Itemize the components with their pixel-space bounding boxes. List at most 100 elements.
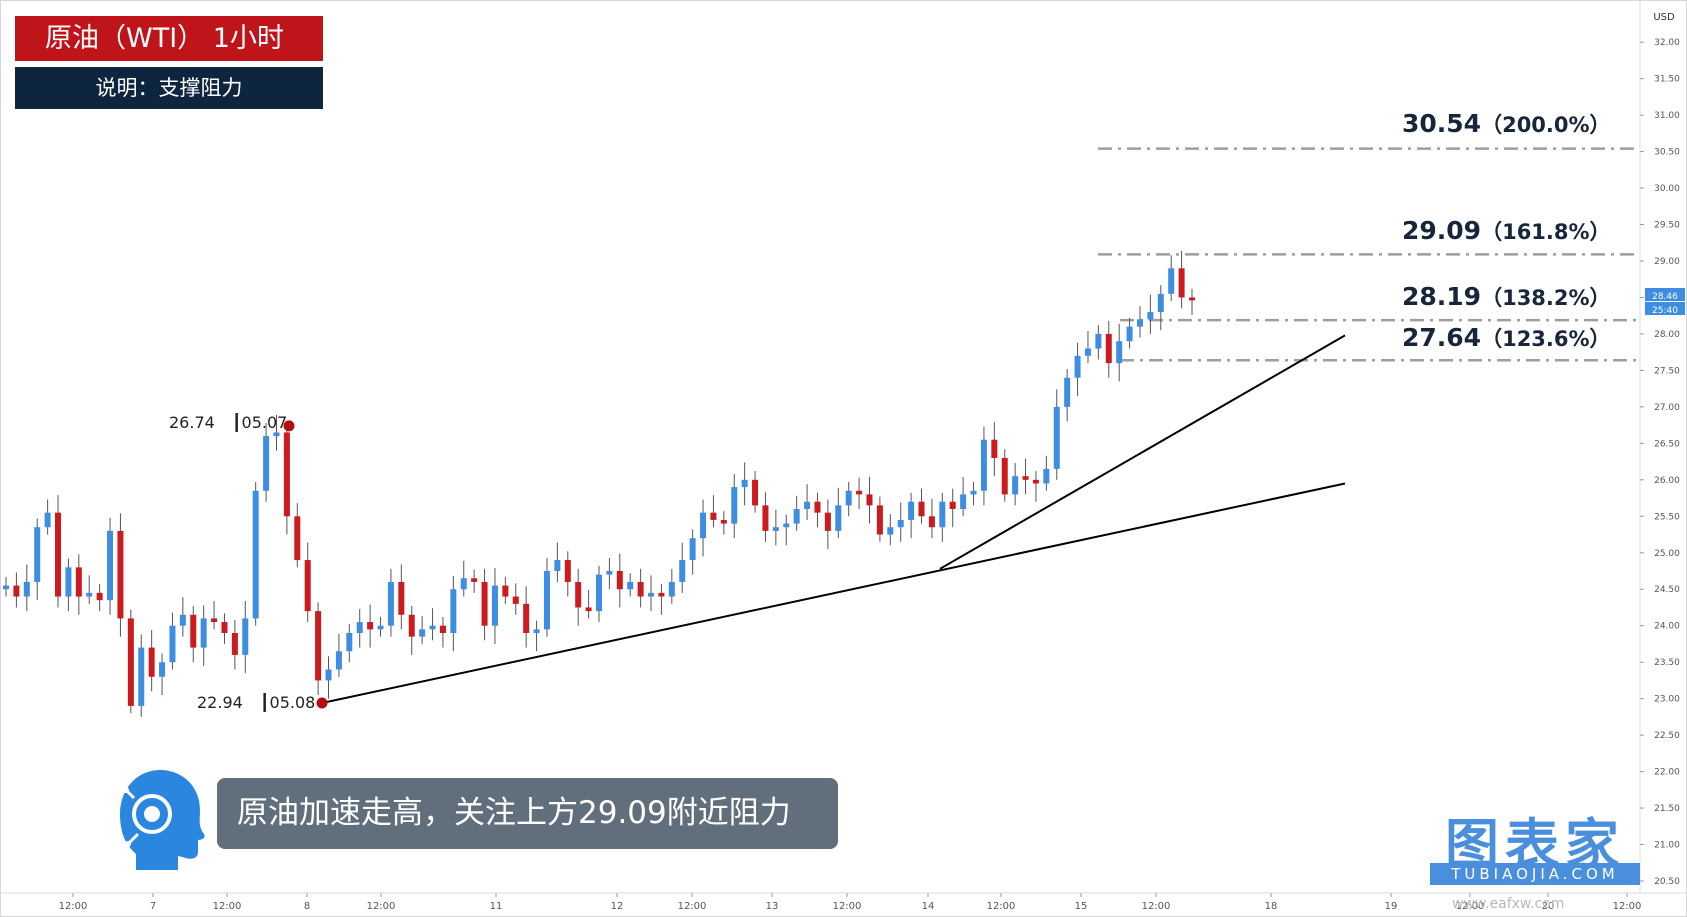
currency-label: USD bbox=[1653, 12, 1675, 23]
time-tick-label: 12:00 bbox=[59, 901, 88, 912]
candle-body bbox=[450, 589, 457, 633]
candle-body bbox=[1136, 319, 1143, 327]
candle-body bbox=[1053, 406, 1060, 469]
price-tick-label: 27.50 bbox=[1654, 366, 1680, 376]
candle-body bbox=[1043, 468, 1050, 484]
price-tick-label: 23.00 bbox=[1654, 695, 1680, 705]
candle-body bbox=[523, 603, 530, 633]
candle bbox=[55, 495, 62, 608]
candle-body bbox=[502, 585, 509, 597]
candle bbox=[949, 488, 956, 528]
high-date: 05.07 bbox=[241, 413, 288, 432]
candle bbox=[346, 624, 353, 663]
candle-body bbox=[346, 633, 353, 652]
candle bbox=[419, 616, 426, 644]
price-tick-label: 28.00 bbox=[1654, 330, 1680, 340]
time-tick-label: 13 bbox=[766, 901, 779, 912]
candle bbox=[564, 551, 571, 597]
candle-body bbox=[55, 512, 62, 597]
candle bbox=[689, 529, 696, 575]
candle bbox=[720, 511, 727, 535]
candle-body bbox=[377, 625, 384, 630]
candle bbox=[367, 604, 374, 648]
time-tick-label: 12:00 bbox=[367, 901, 396, 912]
time-tick-label: 11 bbox=[490, 901, 503, 912]
low-date: 05.08 bbox=[269, 693, 316, 712]
candle bbox=[824, 499, 831, 550]
candle bbox=[190, 606, 197, 663]
candle bbox=[127, 609, 134, 714]
candle-body bbox=[939, 501, 946, 528]
candle-body bbox=[627, 581, 634, 590]
candle bbox=[523, 586, 530, 648]
candle-body bbox=[387, 581, 394, 626]
candle-body bbox=[1095, 333, 1102, 349]
candle-body bbox=[283, 432, 290, 517]
candle-body bbox=[1022, 476, 1029, 480]
candle-body bbox=[960, 494, 967, 509]
candle bbox=[616, 553, 623, 608]
candle bbox=[356, 608, 363, 648]
chart-subtitle: 说明：支撑阻力 bbox=[15, 67, 323, 109]
candle-body bbox=[44, 512, 51, 528]
candle-body bbox=[1064, 377, 1071, 407]
candle bbox=[263, 422, 270, 502]
support-trendline-short bbox=[939, 334, 1346, 570]
candle-body bbox=[398, 581, 405, 615]
candle bbox=[169, 612, 176, 670]
price-tick-label: 32.00 bbox=[1654, 38, 1680, 48]
time-axis[interactable]: 12:00 7 12:00 8 12:00 11 12 12:00 13 12:00 14 12:00… bbox=[59, 893, 1642, 912]
candle bbox=[335, 633, 342, 677]
brand-logo: 图表家 TUBIAOJIA.COM bbox=[1430, 800, 1640, 888]
time-tick-label: 14 bbox=[922, 901, 935, 912]
candle-body bbox=[148, 647, 155, 677]
candle-body bbox=[1178, 268, 1185, 298]
candle bbox=[148, 630, 155, 692]
candle-body bbox=[419, 629, 426, 637]
fibonacci-levels bbox=[1098, 147, 1640, 362]
swing-low-marker bbox=[316, 697, 328, 709]
candle bbox=[159, 653, 166, 695]
analyst-avatar-icon bbox=[120, 770, 205, 870]
price-tick-label: 24.50 bbox=[1654, 585, 1680, 595]
candle-body bbox=[408, 614, 415, 637]
candle-body bbox=[1032, 479, 1039, 484]
candle-body bbox=[3, 585, 9, 590]
candle bbox=[231, 619, 238, 670]
candle-body bbox=[13, 585, 20, 597]
price-tick-label: 31.00 bbox=[1654, 111, 1680, 121]
price-tick-label: 27.00 bbox=[1654, 403, 1680, 413]
candle-body bbox=[1157, 293, 1164, 313]
candle-body bbox=[658, 592, 665, 597]
candle-body bbox=[242, 618, 249, 655]
candle bbox=[585, 589, 592, 619]
price-tick-label: 22.00 bbox=[1654, 768, 1680, 778]
candle bbox=[491, 568, 498, 644]
time-tick-label: 12:00 bbox=[833, 901, 862, 912]
candle-body bbox=[190, 614, 197, 648]
candle bbox=[138, 634, 145, 717]
candle-body bbox=[512, 596, 519, 604]
candle bbox=[1147, 294, 1154, 334]
candle bbox=[398, 564, 405, 630]
candle-body bbox=[783, 523, 790, 528]
candle-body bbox=[86, 592, 93, 597]
candle-body bbox=[34, 527, 41, 582]
price-tick-label: 26.50 bbox=[1654, 439, 1680, 449]
candle-body bbox=[439, 625, 446, 633]
candle bbox=[211, 600, 218, 630]
candle-body bbox=[325, 669, 332, 681]
time-tick-label: 12:00 bbox=[1142, 901, 1171, 912]
candle-body bbox=[1084, 348, 1091, 356]
candle-body bbox=[845, 490, 852, 506]
price-tick-label: 22.50 bbox=[1654, 731, 1680, 741]
price-axis[interactable]: 32.0031.5031.0030.5030.0029.5029.0028.50… bbox=[1640, 38, 1680, 887]
candle bbox=[1168, 255, 1175, 302]
swing-high-marker bbox=[283, 420, 295, 432]
candle bbox=[1043, 455, 1050, 491]
candle-body bbox=[970, 490, 977, 495]
candle-body bbox=[273, 432, 280, 437]
time-tick-label: 12 bbox=[611, 901, 624, 912]
price-tick-label: 21.00 bbox=[1654, 841, 1680, 851]
candle bbox=[512, 583, 519, 615]
